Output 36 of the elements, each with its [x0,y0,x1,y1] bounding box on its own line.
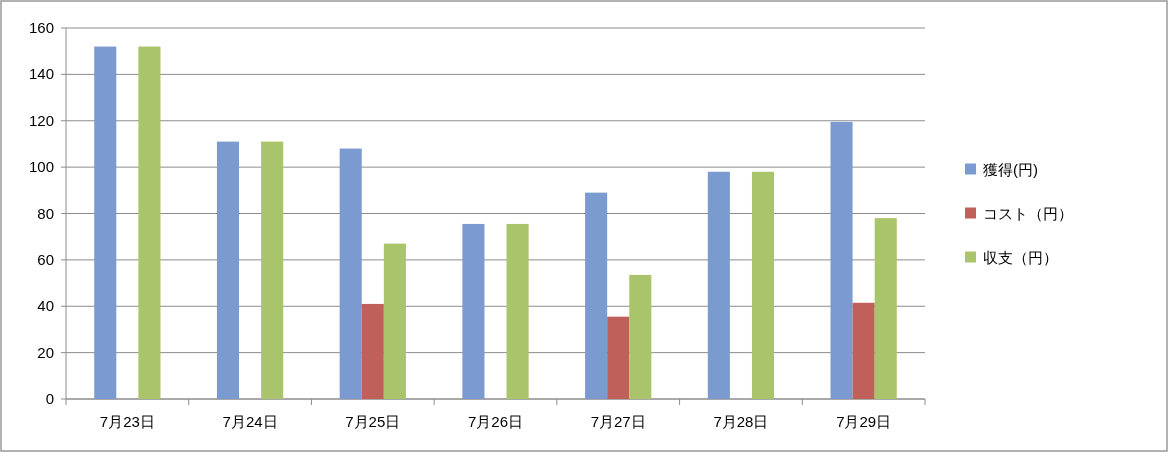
y-tick-label: 140 [28,65,54,83]
x-tick-label: 7月24日 [222,413,278,430]
bar [607,316,630,399]
bar [462,223,485,399]
bar [94,46,117,399]
bar [361,303,384,399]
bar [629,274,652,399]
x-tick-label: 7月27日 [590,413,646,430]
bar [585,192,608,399]
bar [261,141,284,399]
bar [751,171,775,399]
y-tick-label: 160 [28,19,54,36]
y-tick-label: 100 [28,158,54,176]
bar [830,121,853,399]
y-tick-label: 60 [37,250,54,268]
y-tick-label: 40 [37,297,54,315]
x-tick-label: 7月25日 [345,413,401,430]
y-tick-label: 120 [28,111,54,129]
x-tick-label: 7月28日 [713,413,769,430]
bar [852,302,875,399]
bar [383,243,406,399]
bar [707,171,730,399]
bar [216,141,240,399]
bar [339,148,362,399]
legend-label: 獲得(円) [983,160,1038,178]
x-tick-label: 7月23日 [99,413,155,430]
x-tick-label: 7月26日 [467,413,524,430]
y-tick-label: 80 [37,204,54,222]
y-tick-label: 0 [45,390,54,407]
legend-label: 収支（円） [983,248,1058,266]
bar [874,218,897,399]
x-tick-label: 7月29日 [836,413,892,430]
y-tick-label: 20 [37,343,54,361]
bar [138,46,161,399]
bar [506,223,529,399]
legend-label: コスト（円） [983,204,1073,222]
